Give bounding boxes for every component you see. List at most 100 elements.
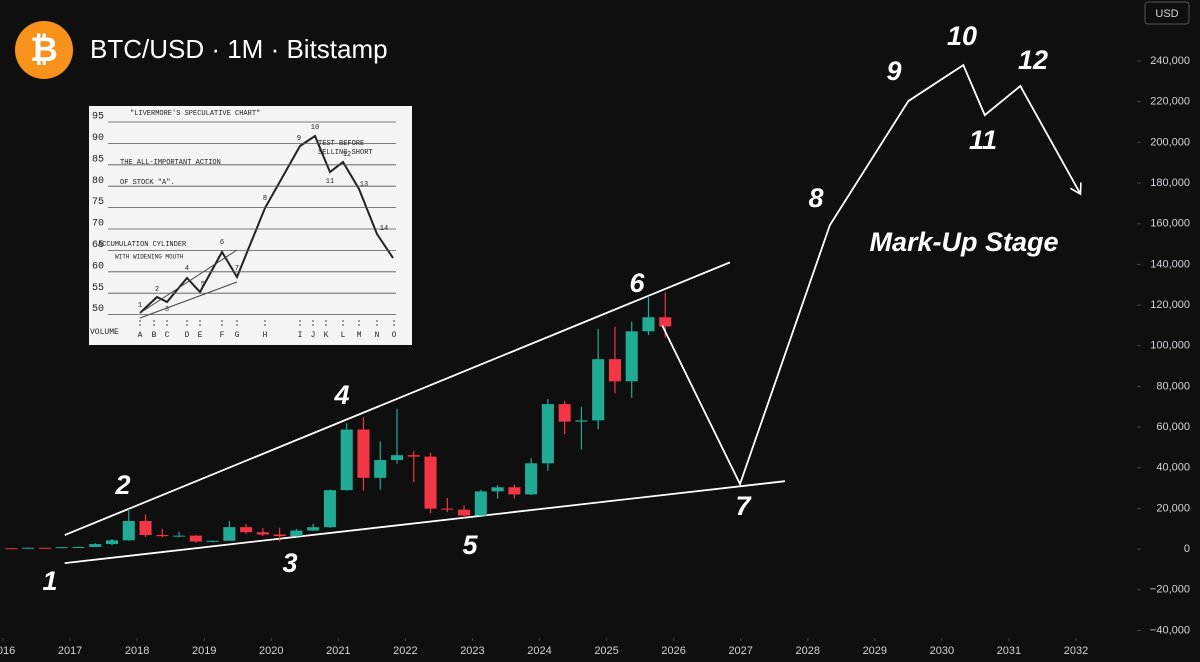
inset-point-label: 14 [380, 225, 388, 233]
y-tick-label: 180,000 [1150, 177, 1190, 189]
candle-body [122, 520, 135, 541]
x-tick-label: 2023 [460, 645, 484, 657]
candle-body [223, 527, 236, 541]
candle-body [491, 487, 504, 492]
y-tick-label: 120,000 [1150, 299, 1190, 311]
candle-body [659, 317, 672, 327]
inset-letter: D [185, 331, 190, 340]
trendline [64, 261, 731, 536]
candle-body [508, 487, 521, 495]
candle-body [340, 429, 353, 491]
y-tick-label: 220,000 [1150, 96, 1190, 108]
candle-body [22, 547, 35, 549]
candle-body [525, 463, 538, 495]
candle-body [558, 404, 571, 422]
inset-letter: L [341, 331, 346, 340]
inset-letter: F [220, 331, 225, 340]
inset-point-label: 11 [326, 178, 334, 186]
x-tick-label: 2021 [326, 645, 350, 657]
currency-box[interactable] [1144, 1, 1190, 25]
inset-scale-label: 75 [92, 197, 104, 208]
inset-scale-label: 95 [92, 112, 104, 123]
candle-body [256, 532, 269, 535]
candle-body [240, 527, 253, 533]
inset-point-label: 12 [343, 151, 351, 159]
candle-body [357, 429, 370, 478]
candle-body [89, 544, 102, 547]
inset-letter: G [235, 331, 240, 340]
x-tick-label: 2022 [393, 645, 417, 657]
candle-body [642, 317, 655, 332]
candle-body [273, 534, 286, 537]
y-tick-label: 200,000 [1150, 136, 1190, 148]
inset-note: SELLING SHORT [318, 149, 373, 157]
y-tick-label: 40,000 [1156, 462, 1190, 474]
inset-letter: H [263, 331, 268, 340]
inset-point-label: 1 [138, 302, 142, 310]
inset-scale-label: 90 [92, 133, 104, 144]
inset-title: "LIVERMORE'S SPECULATIVE CHART" [130, 110, 260, 118]
y-tick-label: 100,000 [1150, 340, 1190, 352]
x-tick-label: 2018 [125, 645, 149, 657]
y-tick-label: 160,000 [1150, 218, 1190, 230]
candle-body [55, 547, 68, 549]
wave-label: 2 [114, 470, 130, 500]
inset-point-label: 3 [165, 306, 169, 314]
bitcoin-logo-glyph: ₿ [30, 31, 58, 69]
x-tick-label: 2017 [58, 645, 82, 657]
candle-body [105, 540, 119, 545]
x-tick-label: 2020 [259, 645, 283, 657]
inset-letter: E [198, 331, 203, 340]
candle-body [5, 548, 18, 550]
x-tick-label: 2030 [930, 645, 954, 657]
inset-scale-label: 85 [92, 154, 104, 165]
inset-letter: J [311, 331, 316, 340]
x-tick-label: 2027 [728, 645, 752, 657]
candle-body [407, 455, 420, 457]
wave-label: 11 [969, 125, 997, 155]
candle-body [424, 456, 437, 509]
x-tick-label: 2016 [0, 645, 15, 657]
candle-body [290, 530, 303, 537]
candle-body [206, 540, 219, 542]
y-tick-label: 140,000 [1150, 258, 1190, 270]
x-tick-label: 2032 [1064, 645, 1088, 657]
candle-body [189, 535, 202, 542]
inset-note: THE ALL-IMPORTANT ACTION [120, 159, 221, 167]
candle-body [441, 508, 454, 510]
y-tick-label: −40,000 [1150, 624, 1190, 636]
inset-point-label: 9 [297, 135, 301, 143]
inset-paper [89, 106, 412, 345]
wave-label: 9 [886, 56, 901, 86]
y-tick-label: 60,000 [1156, 421, 1190, 433]
inset-scale-label: 55 [92, 283, 104, 294]
inset-letter: K [324, 331, 329, 340]
x-tick-label: 2026 [661, 645, 685, 657]
wave-label: 3 [282, 548, 297, 578]
candle-body [307, 527, 320, 531]
inset-note: OF STOCK "A". [120, 179, 175, 187]
x-tick-label: 2028 [796, 645, 820, 657]
candle-body [173, 535, 186, 537]
candle-body [38, 547, 51, 549]
wave-label: 12 [1018, 45, 1048, 75]
candle-body [541, 404, 554, 464]
wave-label: 8 [808, 183, 823, 213]
candle-body [625, 331, 638, 382]
wave-label: 6 [629, 268, 645, 298]
inset-scale-label: 65 [92, 240, 104, 251]
wave-label: 10 [947, 21, 977, 51]
wave-label: 1 [42, 566, 57, 596]
y-tick-label: 0 [1184, 543, 1190, 555]
inset-point-label: 13 [360, 181, 368, 189]
inset-letter: A [138, 331, 143, 340]
candle-body [458, 509, 471, 516]
wave-label: 7 [735, 491, 752, 521]
y-tick-label: 80,000 [1156, 380, 1190, 392]
inset-point-label: 2 [155, 286, 159, 294]
inset-point-label: 4 [185, 265, 189, 273]
x-tick-label: 2031 [997, 645, 1021, 657]
x-tick-label: 2024 [527, 645, 551, 657]
